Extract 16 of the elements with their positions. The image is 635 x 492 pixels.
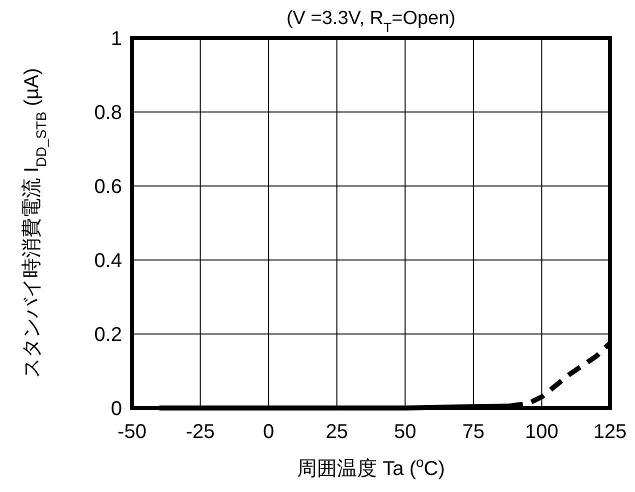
- x-tick-label: 100: [525, 421, 558, 443]
- x-tick-label: -50: [118, 421, 146, 443]
- chart-title: (V =3.3V, R$_{T}$=Open): [286, 8, 456, 34]
- y-tick-label: 0: [110, 398, 122, 420]
- x-tick-label: -25: [186, 421, 215, 443]
- y-tick-label: 0.6: [94, 176, 122, 198]
- y-tick-label: 0.4: [94, 250, 122, 272]
- x-tick-label: 25: [326, 421, 348, 443]
- y-tick-label: 0.2: [94, 324, 122, 346]
- y-tick-label: 1: [110, 28, 122, 50]
- y-tick-label: 0.8: [94, 102, 122, 124]
- x-tick-label: 75: [462, 421, 485, 443]
- x-tick-label: 0: [263, 421, 274, 443]
- x-tick-label: 125: [593, 421, 627, 443]
- x-tick-label: 50: [394, 421, 416, 443]
- x-axis-title: 周囲温度 Ta ($^{o}$C): [297, 454, 445, 480]
